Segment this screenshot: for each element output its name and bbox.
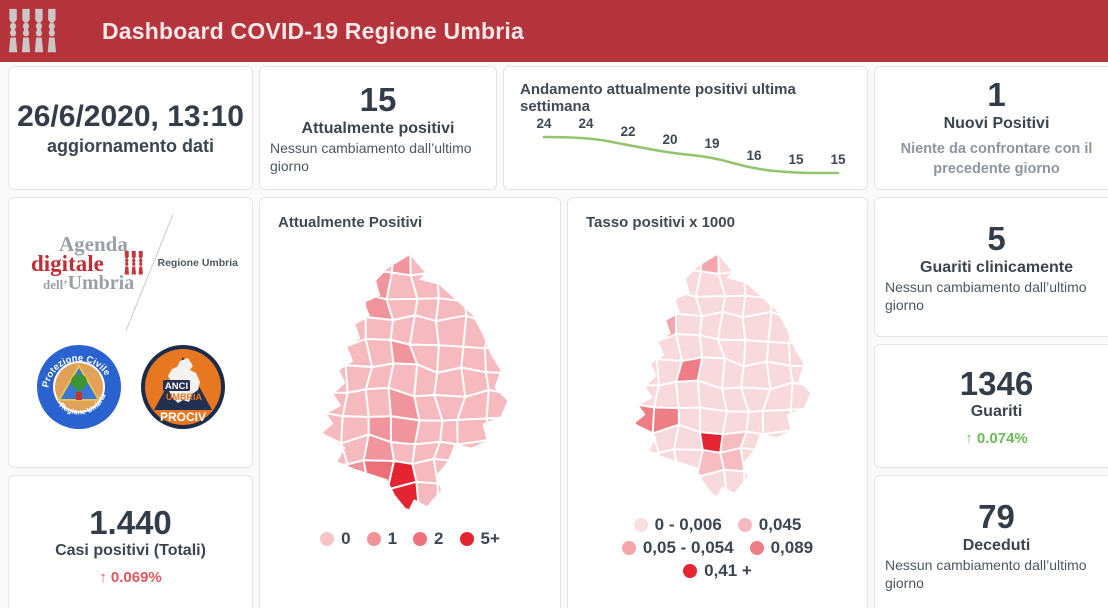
casi-label: Casi positivi (Totali) [55, 542, 206, 560]
svg-text:19: 19 [704, 136, 719, 151]
legend-label: 0,41 + [704, 561, 752, 580]
guariti-clin-note: Nessun cambiamento dall’ultimo giorno [885, 278, 1087, 313]
legend-item: 0 [320, 529, 351, 549]
card-casi-totali: 1.440 Casi positivi (Totali) ↑ 0.069% [8, 475, 253, 608]
nuovi-label: Nuovi Positivi [943, 115, 1050, 133]
legend-item: 0 - 0,006 [633, 515, 722, 535]
legend-color-dot [737, 518, 752, 532]
casi-value: 1.440 [89, 503, 172, 541]
legend-item: 0,089 [749, 538, 814, 558]
svg-text:ANCI: ANCI [164, 381, 187, 392]
deceduti-value: 79 [978, 497, 1015, 535]
attuali-label: Attualmente positivi [301, 119, 455, 137]
legend-color-dot [683, 564, 698, 578]
attuali-note: Nessun cambiamento dall’ultimo giorno [270, 139, 472, 174]
deceduti-label: Deceduti [962, 536, 1031, 554]
choropleth-map-attualmente-positivi[interactable] [290, 247, 530, 519]
svg-text:16: 16 [746, 148, 762, 163]
choropleth-map-tasso-positivi[interactable] [604, 247, 832, 505]
guariti-delta-up: ↑ 0.074% [965, 430, 1028, 448]
svg-text:15: 15 [788, 152, 804, 167]
map2-legend: 0 - 0,006 0,045 0,05 - 0,054 0,089 0,41 + [568, 515, 867, 581]
ceri-regione-umbria-icon [8, 8, 56, 53]
svg-text:UMBRIA: UMBRIA [166, 392, 202, 402]
card-map-tasso-positivi: Tasso positivi x 1000 0 - 0,006 0,045 0,05… [567, 197, 868, 608]
card-update-time: 26/6/2020, 13:10 aggiornamento dati [8, 66, 253, 190]
legend-label: 1 [387, 529, 398, 548]
nuovi-value: 1 [987, 76, 1006, 114]
casi-delta-up: ↑ 0.069% [99, 569, 162, 587]
regione-umbria-logo: Regione Umbria [124, 248, 238, 278]
legend-label: 0 - 0,006 [654, 515, 722, 534]
map2-title: Tasso positivi x 1000 [586, 214, 735, 231]
card-trend-chart: Andamento attualmente positivi ultima se… [503, 66, 868, 190]
legend-label: 0 [341, 529, 351, 548]
card-guariti: 1346 Guariti ↑ 0.074% [874, 344, 1108, 468]
svg-text:PROCIV: PROCIV [159, 410, 205, 424]
legend-label: 0,05 - 0,054 [642, 538, 734, 557]
map1-legend: 0 1 2 5+ [260, 529, 560, 549]
card-nuovi-positivi: 1 Nuovi Positivi Niente da confrontare c… [874, 66, 1108, 190]
legend-item: 2 [413, 529, 444, 549]
card-map-attualmente-positivi: Attualmente Positivi 0 1 2 5+ [259, 197, 561, 608]
legend-label: 2 [434, 529, 444, 548]
svg-text:20: 20 [662, 132, 677, 147]
legend-item: 0,41 + [683, 561, 752, 581]
trend-line-chart[interactable]: 24 24 22 20 19 16 15 15 [520, 115, 853, 201]
page-title: Dashboard COVID-19 Regione Umbria [102, 17, 524, 44]
legend-item: 0,045 [737, 515, 802, 535]
svg-text:22: 22 [620, 124, 635, 139]
card-guariti-clinicamente: 5 Guariti clinicamente Nessun cambiament… [874, 197, 1108, 337]
legend-color-dot [413, 532, 428, 546]
legend-color-dot [320, 532, 335, 546]
update-label: aggiornamento dati [46, 135, 214, 156]
map1-title: Attualmente Positivi [278, 214, 423, 231]
update-datetime: 26/6/2020, 13:10 [17, 99, 244, 133]
svg-text:15: 15 [830, 152, 846, 167]
guariti-clin-value: 5 [987, 219, 1006, 257]
legend-color-dot [459, 532, 474, 546]
legend-item: 1 [366, 529, 398, 549]
ceri-red-icon [124, 251, 144, 275]
deceduti-note: Nessun cambiamento dall’ultimo giorno [885, 556, 1087, 591]
legend-label: 0,045 [758, 515, 802, 534]
nuovi-note: Niente da confrontare con il precedente … [900, 141, 1093, 177]
app-header: Dashboard COVID-19 Regione Umbria [0, 0, 1108, 62]
legend-label: 5+ [480, 529, 500, 548]
protezione-civile-logo: Protezione Civile Regione Umbria [36, 345, 121, 429]
attuali-value: 15 [359, 80, 397, 118]
legend-item: 0,05 - 0,054 [621, 538, 734, 558]
guariti-value: 1346 [959, 364, 1034, 402]
card-deceduti: 79 Deceduti Nessun cambiamento dall’ulti… [874, 475, 1108, 608]
legend-color-dot [633, 518, 648, 532]
legend-color-dot [621, 541, 636, 555]
card-attualmente-positivi: 15 Attualmente positivi Nessun cambiamen… [259, 66, 497, 190]
svg-text:24: 24 [578, 116, 594, 131]
legend-label: 0,089 [770, 538, 814, 557]
anci-umbria-prociv-logo: ANCI UMBRIA PROCIV [140, 345, 225, 429]
legend-color-dot [366, 532, 381, 546]
card-partner-logos: Agenda digitale dell’Umbria Regione Umbr… [8, 197, 253, 468]
agenda-digitale-logo: Agenda digitale dell’Umbria [31, 232, 135, 294]
legend-color-dot [749, 541, 764, 555]
guariti-clin-label: Guariti clinicamente [920, 258, 1073, 276]
svg-text:24: 24 [536, 116, 552, 131]
guariti-label: Guariti [970, 403, 1023, 421]
trend-chart-title: Andamento attualmente positivi ultima se… [520, 81, 796, 115]
legend-item: 5+ [459, 529, 500, 549]
